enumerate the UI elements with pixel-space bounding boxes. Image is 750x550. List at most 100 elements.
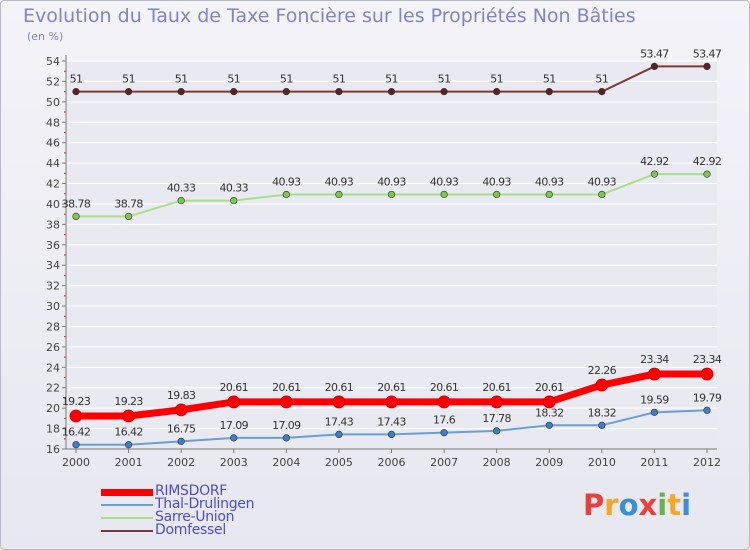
data-label-domfessel-2008: 51 [490,73,503,86]
data-point-rimsdorf-2012 [700,367,714,381]
data-point-rimsdorf-2008 [490,395,504,409]
data-label-sarre-union-2009: 40.93 [535,175,564,188]
y-tick-label-38: 38 [46,218,60,231]
data-label-thal-drulingen-2005: 17.43 [325,415,354,428]
legend-item-thal-drulingen: Thal-Drulingen [101,496,341,512]
data-label-sarre-union-2000: 38.78 [62,197,91,210]
legend-item-sarre-union: Sarre-Union [101,509,341,525]
y-tick-label-24: 24 [46,361,60,374]
logo-letter: i [681,488,692,522]
legend-label-rimsdorf: RIMSDORF [155,483,228,499]
data-label-thal-drulingen-2011: 19.59 [640,393,669,406]
data-label-rimsdorf-2009: 20.61 [535,381,564,394]
logo-letter: i [657,488,668,522]
data-point-sarre-union-2007 [440,190,448,199]
data-point-sarre-union-2001 [124,212,133,221]
data-point-thal-drulingen-2010 [598,421,606,429]
y-tick-label-34: 34 [46,259,60,272]
data-label-sarre-union-2011: 42.92 [640,155,669,168]
logo-letter: t [667,488,682,522]
data-label-thal-drulingen-2008: 17.78 [482,412,511,425]
data-point-sarre-union-2009 [545,190,553,199]
x-tick-label-2007: 2007 [430,456,458,469]
data-point-rimsdorf-2011 [648,367,661,381]
data-point-rimsdorf-2003 [227,395,241,409]
x-tick-label-2002: 2002 [167,456,195,469]
data-label-rimsdorf-2000: 19.23 [62,395,91,408]
x-tick-label-2003: 2003 [220,456,248,469]
data-point-domfessel-2002 [177,88,185,96]
data-point-rimsdorf-2000 [69,409,83,423]
data-point-sarre-union-2005 [335,190,343,199]
data-label-sarre-union-2001: 38.78 [114,197,143,210]
y-tick-label-22: 22 [46,382,60,395]
data-point-thal-drulingen-2009 [545,421,553,429]
data-label-sarre-union-2007: 40.93 [430,175,459,188]
data-label-rimsdorf-2008: 20.61 [482,381,511,394]
data-point-sarre-union-2006 [387,190,396,199]
data-label-sarre-union-2005: 40.93 [325,175,354,188]
logo-letter: o [618,488,639,522]
data-label-domfessel-2010: 51 [595,73,608,86]
legend-item-domfessel: Domfessel [101,522,341,538]
y-tick-label-44: 44 [46,157,60,170]
data-label-sarre-union-2006: 40.93 [377,175,406,188]
data-point-thal-drulingen-2011 [650,408,659,416]
data-point-sarre-union-2004 [282,190,290,199]
x-tick-label-2008: 2008 [483,456,511,469]
data-label-domfessel-2004: 51 [280,73,293,86]
y-tick-label-52: 52 [46,75,60,88]
data-point-domfessel-2006 [387,88,396,96]
legend-swatch-thal-drulingen [101,504,153,506]
data-point-domfessel-2003 [230,88,238,96]
chart-title: Evolution du Taux de Taxe Foncière sur l… [23,5,636,27]
data-label-rimsdorf-2012: 23.34 [693,353,722,366]
data-point-domfessel-2008 [493,88,501,96]
data-point-domfessel-2000 [72,88,80,96]
data-label-sarre-union-2004: 40.93 [272,175,301,188]
data-point-thal-drulingen-2012 [703,406,711,414]
data-point-rimsdorf-2010 [595,378,609,392]
chart-legend: RIMSDORF Thal-Drulingen Sarre-Union Domfess… [101,483,341,538]
data-point-sarre-union-2000 [72,212,80,221]
data-label-domfessel-2001: 51 [122,73,135,86]
y-tick-label-28: 28 [46,320,60,333]
y-tick-label-42: 42 [46,178,60,191]
line-chart: 16 18 20 22 24 26 28 30 32 34 36 38 40 42 44 46 48 50 52 54… [46,47,722,469]
data-label-domfessel-2006: 51 [385,73,398,86]
legend-label-thal-drulingen: Thal-Drulingen [155,496,255,512]
legend-swatch-rimsdorf [101,488,153,496]
x-tick-label-2001: 2001 [115,456,143,469]
data-point-rimsdorf-2002 [174,403,188,417]
y-tick-label-48: 48 [46,116,60,129]
data-label-domfessel-2011: 53.47 [640,47,669,60]
logo-letter: x [638,488,658,522]
y-tick-label-16: 16 [46,443,60,456]
y-tick-label-54: 54 [46,55,60,68]
data-point-thal-drulingen-2000 [72,441,80,449]
proxiti-logo: Proxiti [583,488,691,522]
data-label-thal-drulingen-2002: 16.75 [167,422,196,435]
data-label-thal-drulingen-2000: 16.42 [62,426,91,439]
x-tick-label-2009: 2009 [535,456,563,469]
x-tick-label-2012: 2012 [693,456,721,469]
data-point-thal-drulingen-2002 [177,437,185,445]
y-tick-label-30: 30 [46,300,60,313]
data-point-rimsdorf-2001 [122,409,135,423]
data-label-thal-drulingen-2003: 17.09 [220,419,249,432]
data-point-domfessel-2012 [703,62,711,71]
data-point-thal-drulingen-2003 [230,434,238,442]
y-axis-unit: (en %) [27,30,64,43]
y-tick-label-20: 20 [46,402,60,415]
data-label-rimsdorf-2007: 20.61 [430,381,459,394]
data-point-rimsdorf-2007 [437,395,451,409]
legend-item-rimsdorf: RIMSDORF [101,483,341,499]
data-label-sarre-union-2012: 42.92 [693,155,722,168]
data-label-rimsdorf-2004: 20.61 [272,381,301,394]
data-point-sarre-union-2003 [230,196,238,205]
data-point-sarre-union-2011 [650,170,659,178]
x-tick-label-2010: 2010 [588,456,616,469]
y-tick-label-26: 26 [46,341,60,354]
data-point-domfessel-2010 [598,88,606,96]
